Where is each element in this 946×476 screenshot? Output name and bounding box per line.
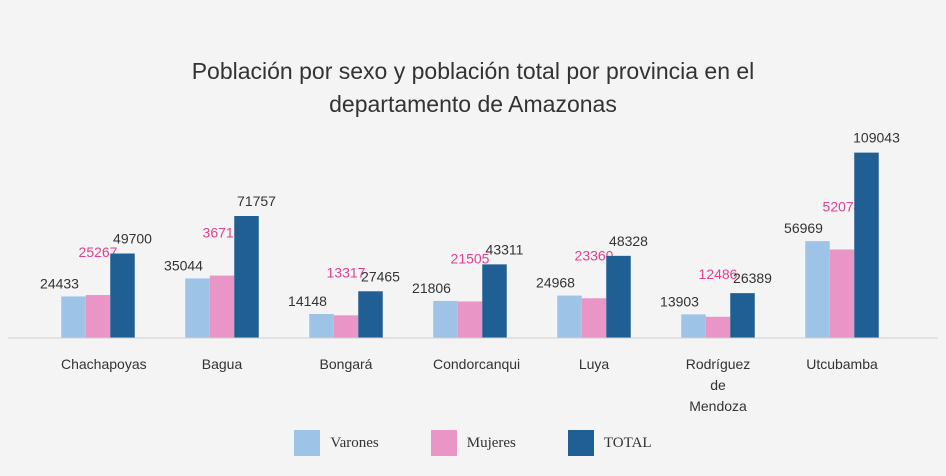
legend-label: TOTAL (603, 434, 652, 451)
bar (705, 316, 731, 338)
legend-swatch (430, 430, 457, 456)
value-label: 25267 (79, 244, 118, 260)
bar (457, 301, 483, 338)
value-label: 12486 (699, 266, 738, 282)
bar (85, 295, 111, 338)
value-label: 109043 (853, 130, 900, 146)
bar (333, 315, 359, 338)
bar (234, 216, 259, 338)
legend-item: Mujeres (430, 430, 516, 456)
bar (482, 264, 507, 338)
chart-title: Población por sexo y población total por… (191, 58, 755, 117)
value-label: 36713 (203, 225, 242, 241)
bar (681, 314, 706, 338)
legend-item: TOTAL (567, 430, 652, 456)
bar (805, 241, 830, 338)
value-label: 21806 (412, 280, 451, 296)
x-tick-label: Rodríguez de Mendoza (685, 356, 751, 414)
value-label: 48328 (609, 233, 648, 249)
value-label: 56969 (784, 220, 823, 236)
x-tick-label-box: Bongará (276, 354, 416, 375)
legend-swatch (567, 430, 594, 456)
bar (581, 298, 607, 338)
x-tick-label-box: Bagua (152, 354, 292, 375)
x-tick-label-box: Chachapoyas (28, 354, 168, 375)
x-tick-label-box: Luya (524, 354, 664, 375)
x-tick-label-box: Utcubamba (772, 354, 912, 375)
value-label: 49700 (113, 231, 152, 247)
value-label: 14148 (288, 293, 327, 309)
x-tick-label: Utcubamba (806, 356, 878, 372)
legend-swatch (294, 430, 321, 456)
value-label: 35044 (164, 257, 203, 273)
bar (358, 291, 383, 338)
value-label: 23360 (575, 247, 614, 263)
value-label: 26389 (733, 270, 772, 286)
x-tick-label: Condorcanqui (433, 356, 521, 372)
x-tick-label: Bagua (201, 356, 243, 372)
x-tick-label-box: Rodríguez de Mendoza (648, 354, 788, 417)
x-tick-label: Bongará (319, 356, 373, 372)
bar (829, 249, 855, 338)
value-label: 24433 (40, 275, 79, 291)
value-label: 13317 (327, 264, 366, 280)
x-tick-label: Luya (578, 356, 610, 372)
value-label: 21505 (451, 250, 490, 266)
bar (61, 296, 86, 338)
value-label: 43311 (486, 241, 524, 257)
bar (730, 293, 755, 338)
bar (309, 313, 334, 338)
value-label: 71757 (237, 193, 276, 209)
x-tick-label: Chachapoyas (61, 356, 147, 372)
value-label: 24968 (536, 275, 575, 291)
bar (854, 152, 879, 338)
value-label: 52074 (823, 198, 862, 214)
legend-item: Varones (294, 430, 379, 456)
legend: Varones Mujeres TOTAL (0, 430, 946, 456)
bar (606, 255, 631, 338)
bar (209, 275, 235, 338)
x-tick-label-box: Condorcanqui (400, 354, 540, 375)
legend-label: Varones (330, 434, 379, 451)
value-label: 13903 (660, 293, 699, 309)
bar (433, 300, 458, 338)
bar (557, 295, 582, 338)
bar (185, 278, 210, 338)
value-label: 27465 (361, 268, 400, 284)
bar (110, 253, 135, 338)
legend-label: Mujeres (466, 434, 516, 451)
